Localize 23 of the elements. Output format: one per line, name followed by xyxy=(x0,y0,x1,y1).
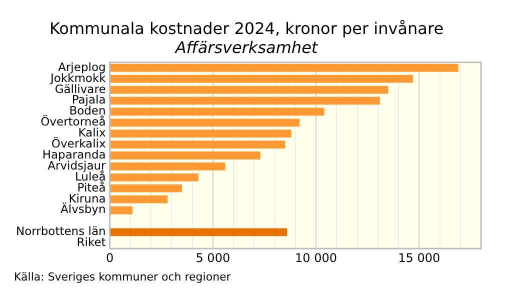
bar xyxy=(110,86,388,94)
bar xyxy=(110,118,300,127)
bar xyxy=(110,108,324,116)
bar xyxy=(110,74,413,83)
bar xyxy=(110,130,292,138)
bar xyxy=(110,206,132,214)
x-tick-label: 5 000 xyxy=(196,250,230,265)
chart-subtitle: Affärsverksamhet xyxy=(174,38,318,57)
y-tick-label: Arjeplog xyxy=(58,60,106,74)
bar xyxy=(110,173,198,182)
bar xyxy=(110,152,260,160)
bar xyxy=(110,64,458,72)
bar xyxy=(110,228,288,236)
bar xyxy=(110,195,168,204)
bar xyxy=(110,140,286,148)
x-tick-label: 0 xyxy=(106,250,114,265)
bar xyxy=(110,96,380,105)
text: Källa: Sveriges kommuner och regioner xyxy=(14,270,232,284)
x-tick-label: 10 000 xyxy=(295,250,338,265)
x-tick-label: 15 000 xyxy=(398,250,440,265)
bar xyxy=(110,162,226,170)
bar xyxy=(110,184,182,192)
chart-title: Kommunala kostnader 2024, kronor per invånare xyxy=(49,18,444,38)
